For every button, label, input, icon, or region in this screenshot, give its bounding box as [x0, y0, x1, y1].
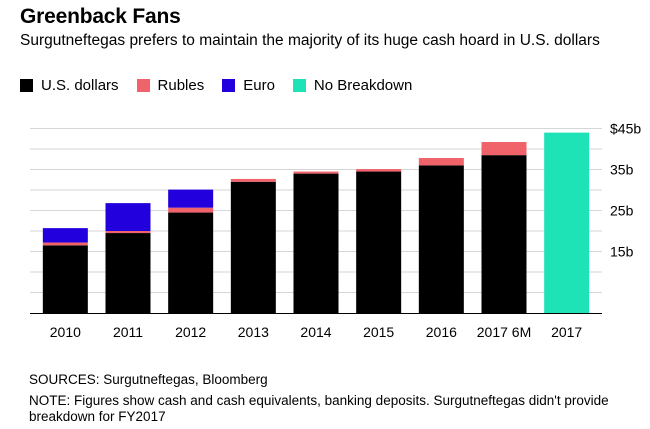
bar-segment	[230, 178, 276, 182]
x-tick-label: 2013	[238, 324, 269, 340]
legend-item-rubles: Rubles	[136, 77, 205, 94]
bar-segment	[42, 245, 88, 313]
bar-segment	[481, 155, 527, 313]
legend-item-euro: Euro	[222, 77, 275, 94]
bar-segment	[168, 212, 214, 313]
x-tick-label: 2017	[551, 324, 582, 340]
legend-label-no-breakdown: No Breakdown	[313, 77, 413, 94]
legend-swatch-euro	[222, 79, 236, 92]
x-tick-label: 2017 6M	[477, 324, 531, 340]
bar-segment	[168, 207, 214, 213]
bar-segment	[418, 165, 464, 313]
legend-label-rubles: Rubles	[157, 77, 205, 94]
bar-segment	[356, 169, 402, 172]
bar-segment	[105, 203, 151, 231]
legend-swatch-no-breakdown	[292, 79, 306, 92]
legend-label-euro: Euro	[243, 77, 275, 94]
legend-label-usd: U.S. dollars	[41, 77, 119, 94]
bar-segment	[105, 233, 151, 313]
x-tick-label: 2014	[300, 324, 331, 340]
bar-segment	[481, 142, 527, 156]
sources-text: SOURCES: Surgutneftegas, Bloomberg	[29, 372, 268, 387]
bar-segment	[356, 171, 402, 313]
legend-item-usd: U.S. dollars	[20, 77, 119, 94]
legend: U.S. dollars Rubles Euro No Breakdown	[20, 77, 430, 94]
note-text: NOTE: Figures show cash and cash equival…	[29, 393, 609, 424]
bar-segment	[544, 132, 590, 313]
bar-segment	[293, 171, 339, 174]
y-tick-label: 25b	[610, 203, 634, 219]
y-tick-label: 15b	[610, 244, 634, 260]
chart-subtitle: Surgutneftegas prefers to maintain the m…	[20, 32, 600, 49]
legend-swatch-usd	[20, 79, 33, 92]
bar-segment	[293, 173, 339, 313]
y-tick-label: $45b	[610, 121, 641, 137]
legend-swatch-rubles	[136, 79, 150, 92]
bar-segment	[105, 231, 151, 234]
x-tick-label: 2010	[50, 324, 81, 340]
x-tick-label: 2012	[175, 324, 206, 340]
x-tick-label: 2015	[363, 324, 394, 340]
bar-segment	[418, 158, 464, 166]
bar-segment	[42, 228, 88, 243]
x-tick-label: 2016	[426, 324, 457, 340]
legend-item-no-breakdown: No Breakdown	[292, 77, 413, 94]
y-tick-label: 35b	[610, 162, 634, 178]
bar-segment	[168, 189, 214, 208]
chart-title: Greenback Fans	[20, 5, 181, 28]
x-tick-label: 2011	[113, 324, 143, 340]
bar-segment	[42, 242, 88, 246]
bar-segment	[230, 181, 276, 313]
